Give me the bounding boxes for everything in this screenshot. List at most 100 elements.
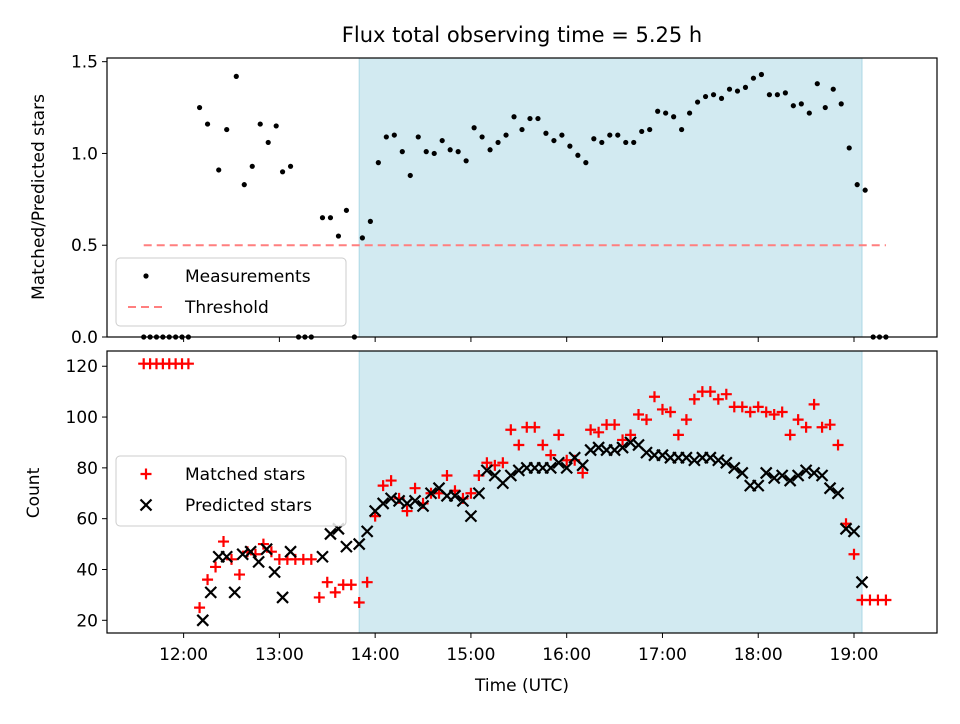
measurement-point bbox=[671, 114, 677, 120]
predicted-star-point bbox=[712, 453, 725, 467]
y-tick-label: 20 bbox=[76, 611, 98, 631]
predicted-star-point bbox=[624, 436, 637, 449]
predicted-star-point bbox=[608, 443, 621, 457]
predicted-star-point bbox=[592, 441, 605, 454]
matched-star-point bbox=[593, 426, 605, 438]
top-panel: 0.0 0.5 1.0 1.5 Measurements Threshold bbox=[71, 53, 938, 348]
matched-star-point bbox=[784, 429, 796, 441]
matched-star-point bbox=[768, 409, 780, 421]
measurement-point bbox=[734, 88, 741, 94]
matched-star-point bbox=[609, 419, 621, 431]
predicted-star-point bbox=[576, 459, 589, 472]
predicted-star-point bbox=[775, 469, 789, 482]
matched-star-point bbox=[409, 482, 421, 494]
measurement-point bbox=[782, 90, 788, 96]
measurement-point bbox=[447, 147, 453, 153]
measurement-point bbox=[495, 139, 501, 146]
y-tick-label: 0.0 bbox=[71, 328, 98, 348]
predicted-star-point bbox=[456, 494, 470, 508]
predicted-star-point bbox=[260, 542, 273, 556]
bottom-panel: 20 40 60 80 100 120 12:00 13:00 14:00 15:00 16:00 1… bbox=[66, 350, 938, 665]
predicted-star-point bbox=[688, 453, 701, 467]
matched-star-point bbox=[656, 403, 668, 415]
matched-star-point bbox=[329, 586, 341, 598]
predicted-star-point bbox=[831, 486, 845, 500]
measurement-point bbox=[343, 207, 350, 213]
x-tick-label: 18:00 bbox=[734, 645, 783, 665]
matched-star-point bbox=[688, 393, 700, 405]
matched-star-point bbox=[505, 424, 517, 436]
matched-star-point bbox=[585, 424, 597, 436]
matched-star-point bbox=[680, 414, 692, 426]
measurement-point bbox=[503, 132, 509, 138]
measurement-point bbox=[375, 160, 381, 166]
matched-star-point bbox=[664, 406, 676, 418]
matched-star-point bbox=[577, 467, 589, 479]
legend-label: Threshold bbox=[184, 298, 269, 318]
predicted-star-point bbox=[552, 456, 565, 470]
measurement-point bbox=[854, 182, 860, 188]
predicted-star-point bbox=[416, 499, 430, 513]
measurement-point bbox=[639, 128, 645, 135]
measurement-point bbox=[233, 73, 239, 79]
measurement-point bbox=[273, 123, 279, 129]
predicted-star-point bbox=[680, 451, 693, 464]
measurement-point bbox=[204, 121, 211, 127]
matched-star-point bbox=[361, 576, 373, 588]
predicted-star-point bbox=[783, 474, 797, 487]
predicted-star-point bbox=[855, 575, 869, 589]
bottom-legend bbox=[115, 455, 347, 527]
y-tick-label: 80 bbox=[76, 459, 98, 479]
matched-star-point bbox=[776, 406, 788, 418]
predicted-star-point bbox=[376, 497, 390, 510]
measurement-point bbox=[399, 149, 405, 155]
predicted-star-point bbox=[316, 550, 329, 564]
measurement-point bbox=[511, 114, 517, 120]
x-tick-label: 16:00 bbox=[542, 645, 591, 665]
predicted-star-point bbox=[204, 586, 218, 599]
matched-star-point bbox=[481, 457, 493, 469]
measurement-point bbox=[415, 134, 421, 140]
predicted-star-point bbox=[815, 469, 829, 482]
measurement-point bbox=[750, 75, 757, 81]
predicted-star-point bbox=[512, 464, 526, 477]
measurement-point bbox=[710, 92, 717, 98]
measurement-point bbox=[647, 126, 653, 133]
predicted-star-point bbox=[392, 494, 406, 508]
predicted-star-point bbox=[640, 446, 653, 459]
matched-star-point bbox=[497, 457, 509, 469]
predicted-star-point bbox=[504, 469, 518, 482]
measurement-point bbox=[623, 139, 629, 146]
legend-marker bbox=[143, 273, 149, 279]
measurement-point bbox=[559, 132, 565, 138]
measurement-point bbox=[679, 126, 685, 133]
y-tick-label: 60 bbox=[76, 510, 98, 530]
matched-star-point bbox=[257, 538, 269, 550]
matched-star-point bbox=[377, 480, 389, 492]
x-tick-label: 15:00 bbox=[446, 645, 495, 665]
matched-star-point bbox=[401, 505, 413, 517]
top-legend bbox=[115, 257, 347, 327]
measurement-point bbox=[319, 215, 326, 221]
matched-star-point bbox=[345, 579, 357, 591]
measurement-point bbox=[718, 95, 725, 101]
matched-star-point bbox=[545, 449, 557, 461]
measurement-point bbox=[519, 126, 525, 133]
predicted-star-point bbox=[244, 545, 257, 558]
measurement-point bbox=[798, 101, 804, 107]
matched-star-point bbox=[441, 469, 453, 481]
measurement-point bbox=[383, 134, 389, 140]
matched-star-point bbox=[736, 401, 748, 413]
matched-star-point bbox=[641, 414, 652, 426]
predicted-star-point bbox=[823, 481, 837, 495]
matched-star-point bbox=[194, 602, 206, 614]
measurement-point bbox=[241, 182, 247, 188]
legend-marker bbox=[140, 468, 152, 480]
matched-star-point bbox=[808, 398, 820, 410]
y-tick-label: 40 bbox=[76, 560, 98, 580]
predicted-star-point bbox=[799, 464, 813, 477]
measurement-point bbox=[766, 92, 773, 98]
chart-title: Flux total observing time = 5.25 h bbox=[342, 23, 702, 47]
measurement-point bbox=[607, 132, 613, 138]
